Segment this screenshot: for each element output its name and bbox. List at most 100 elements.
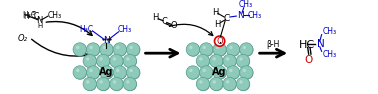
Circle shape <box>186 43 200 56</box>
Circle shape <box>76 46 79 49</box>
Circle shape <box>110 54 123 68</box>
Circle shape <box>96 77 110 91</box>
Text: O: O <box>216 37 223 46</box>
Circle shape <box>126 57 130 61</box>
Circle shape <box>223 77 236 91</box>
Text: CH₃: CH₃ <box>322 27 337 36</box>
Circle shape <box>87 66 100 80</box>
Circle shape <box>84 55 97 68</box>
Circle shape <box>227 43 240 57</box>
Circle shape <box>240 66 254 80</box>
Text: H: H <box>37 23 42 29</box>
Text: O: O <box>305 55 313 65</box>
Circle shape <box>113 57 116 61</box>
Circle shape <box>203 69 206 72</box>
Circle shape <box>130 46 133 49</box>
Circle shape <box>214 36 225 46</box>
Circle shape <box>123 77 136 91</box>
Text: C: C <box>224 14 230 23</box>
Text: H₃C: H₃C <box>79 25 93 34</box>
Circle shape <box>203 46 206 49</box>
Text: H: H <box>23 12 28 21</box>
Circle shape <box>73 66 87 80</box>
Circle shape <box>83 54 96 68</box>
Text: β-H: β-H <box>267 41 280 49</box>
Circle shape <box>187 43 200 57</box>
Circle shape <box>210 78 223 91</box>
Text: N: N <box>317 39 325 49</box>
Circle shape <box>110 55 124 68</box>
Text: HC: HC <box>299 40 314 50</box>
Text: CH₃: CH₃ <box>322 50 337 59</box>
Circle shape <box>113 66 127 79</box>
Text: O₂: O₂ <box>18 34 28 43</box>
Circle shape <box>100 43 114 57</box>
Circle shape <box>240 66 253 79</box>
Text: CH₃: CH₃ <box>239 0 253 9</box>
Text: CH₃: CH₃ <box>118 25 132 34</box>
Circle shape <box>200 43 214 57</box>
Circle shape <box>237 78 250 91</box>
Circle shape <box>124 55 137 68</box>
Circle shape <box>76 69 79 72</box>
Circle shape <box>113 43 127 56</box>
Circle shape <box>200 66 214 80</box>
Circle shape <box>239 80 243 84</box>
Circle shape <box>212 80 216 84</box>
Circle shape <box>100 66 113 79</box>
Circle shape <box>87 66 100 79</box>
Circle shape <box>200 43 213 56</box>
Circle shape <box>210 55 223 68</box>
Circle shape <box>196 77 209 91</box>
Circle shape <box>243 69 246 72</box>
Text: H: H <box>152 13 159 22</box>
Circle shape <box>237 55 250 68</box>
Circle shape <box>243 46 246 49</box>
Text: N: N <box>103 36 110 45</box>
Circle shape <box>110 77 123 91</box>
Circle shape <box>199 80 203 84</box>
Circle shape <box>87 43 100 57</box>
Text: N: N <box>36 16 43 25</box>
Circle shape <box>240 43 253 56</box>
Text: N: N <box>237 11 243 20</box>
Circle shape <box>84 78 97 91</box>
Circle shape <box>103 46 106 49</box>
Circle shape <box>226 80 229 84</box>
Circle shape <box>73 43 87 57</box>
Circle shape <box>110 78 124 91</box>
Circle shape <box>212 57 216 61</box>
Circle shape <box>223 78 237 91</box>
Circle shape <box>73 66 87 79</box>
Circle shape <box>97 55 110 68</box>
Circle shape <box>130 69 133 72</box>
Circle shape <box>214 43 227 57</box>
Circle shape <box>114 43 127 57</box>
Circle shape <box>229 46 232 49</box>
Circle shape <box>187 66 200 80</box>
Circle shape <box>239 57 243 61</box>
Text: 3: 3 <box>31 11 34 16</box>
Circle shape <box>236 54 249 68</box>
Circle shape <box>223 55 237 68</box>
Circle shape <box>127 43 140 57</box>
Circle shape <box>214 66 227 80</box>
Circle shape <box>226 66 240 79</box>
Circle shape <box>209 77 223 91</box>
Circle shape <box>100 43 113 56</box>
Circle shape <box>73 43 87 56</box>
Text: Ag: Ag <box>212 67 227 77</box>
Circle shape <box>114 66 127 80</box>
Circle shape <box>99 80 103 84</box>
Circle shape <box>209 54 223 68</box>
Circle shape <box>100 66 114 80</box>
Circle shape <box>87 43 100 56</box>
Circle shape <box>227 66 240 80</box>
Circle shape <box>223 54 236 68</box>
Circle shape <box>126 80 130 84</box>
Circle shape <box>197 78 210 91</box>
Circle shape <box>216 46 219 49</box>
Text: H: H <box>215 20 221 29</box>
Circle shape <box>86 80 90 84</box>
Circle shape <box>236 77 249 91</box>
